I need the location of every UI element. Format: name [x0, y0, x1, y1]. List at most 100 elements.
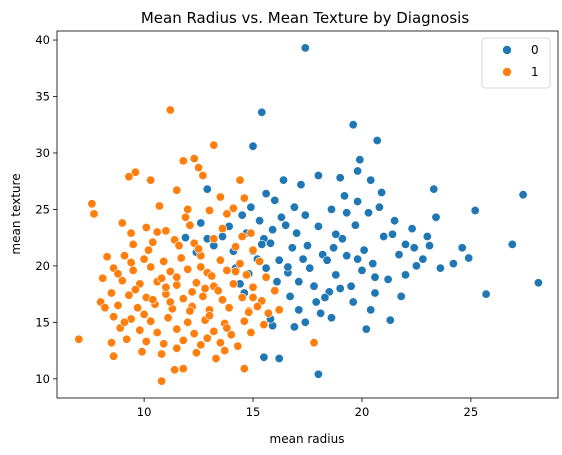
data-point-series-0	[329, 243, 339, 253]
data-point-series-1	[215, 192, 225, 202]
legend: 0 1	[481, 37, 551, 89]
data-point-series-1	[239, 193, 249, 203]
data-point-series-0	[346, 281, 356, 291]
data-point-series-1	[113, 269, 123, 279]
data-point-series-0	[481, 289, 491, 299]
data-point-series-0	[370, 272, 380, 282]
data-point-series-0	[287, 243, 297, 253]
data-point-series-1	[263, 308, 273, 318]
data-point-series-1	[191, 348, 201, 358]
data-point-series-1	[100, 303, 110, 313]
data-point-series-1	[130, 285, 140, 295]
data-point-series-1	[144, 245, 154, 255]
data-point-series-0	[372, 136, 382, 146]
data-point-series-1	[218, 295, 228, 305]
data-point-series-0	[270, 195, 280, 205]
data-point-series-0	[370, 288, 380, 298]
data-point-series-0	[448, 259, 458, 269]
data-point-series-0	[289, 202, 299, 212]
data-point-series-1	[237, 292, 247, 302]
data-point-series-1	[205, 206, 215, 216]
data-point-series-1	[135, 325, 145, 335]
data-point-series-1	[178, 294, 188, 304]
y-tick-label: 20	[35, 259, 50, 273]
data-point-series-1	[228, 279, 238, 289]
data-point-series-0	[394, 250, 404, 260]
data-point-series-0	[259, 352, 269, 362]
data-point-series-0	[272, 277, 282, 287]
data-point-series-1	[183, 264, 193, 274]
data-point-series-1	[255, 256, 265, 266]
data-point-series-0	[246, 202, 256, 212]
data-point-series-1	[161, 226, 171, 236]
data-point-series-0	[374, 202, 384, 212]
data-point-series-0	[422, 232, 432, 242]
x-axis-label: mean radius	[270, 432, 345, 446]
data-point-series-0	[359, 245, 369, 255]
data-point-series-1	[207, 271, 217, 281]
data-point-series-1	[124, 172, 134, 182]
y-axis-ticks: 10 15 20 25 30 35 40	[35, 33, 57, 386]
data-point-series-0	[305, 263, 315, 273]
data-point-series-1	[152, 227, 162, 237]
data-point-series-0	[257, 239, 267, 249]
data-point-series-1	[133, 303, 143, 313]
y-axis-label: mean texture	[9, 173, 23, 254]
data-point-series-1	[194, 163, 204, 173]
data-point-series-0	[357, 265, 367, 275]
data-point-series-1	[113, 300, 123, 310]
data-point-series-0	[274, 255, 284, 265]
data-point-series-0	[326, 313, 336, 323]
x-tick-label: 25	[464, 405, 479, 419]
data-point-series-1	[261, 272, 271, 282]
data-point-series-1	[215, 338, 225, 348]
data-point-series-0	[276, 212, 286, 222]
data-point-series-1	[252, 301, 262, 311]
x-tick-label: 20	[355, 405, 370, 419]
data-point-series-1	[172, 324, 182, 334]
data-point-series-1	[248, 292, 258, 302]
data-point-series-0	[313, 171, 323, 181]
data-point-series-1	[146, 316, 156, 326]
data-point-series-0	[202, 184, 212, 194]
data-point-series-1	[231, 242, 241, 252]
data-point-series-1	[259, 320, 269, 330]
data-point-series-1	[183, 317, 193, 327]
y-tick-label: 10	[35, 372, 50, 386]
data-point-series-0	[296, 180, 306, 190]
data-point-series-0	[470, 206, 480, 216]
data-point-series-1	[198, 171, 208, 181]
data-point-series-1	[146, 175, 156, 185]
data-point-series-1	[137, 347, 147, 357]
data-point-series-1	[157, 349, 167, 359]
legend-marker-0	[502, 45, 512, 55]
data-point-series-0	[326, 204, 336, 214]
data-point-series-0	[411, 261, 421, 271]
data-point-series-1	[161, 282, 171, 292]
data-point-series-0	[274, 353, 284, 363]
data-point-series-1	[196, 340, 206, 350]
data-point-series-1	[124, 290, 134, 300]
data-point-series-1	[228, 203, 238, 213]
data-point-series-1	[183, 204, 193, 214]
data-point-series-0	[283, 262, 293, 272]
data-point-series-1	[209, 140, 219, 150]
data-point-series-0	[298, 254, 308, 264]
y-tick-label: 40	[35, 33, 50, 47]
data-point-series-1	[130, 167, 140, 177]
data-point-series-1	[246, 327, 256, 337]
data-point-series-1	[128, 265, 138, 275]
data-point-series-1	[165, 105, 175, 115]
data-point-series-0	[390, 216, 400, 226]
data-point-series-0	[366, 305, 376, 315]
data-point-series-1	[215, 255, 225, 265]
data-point-series-1	[102, 252, 112, 262]
data-point-series-0	[320, 292, 330, 302]
data-point-series-0	[261, 189, 271, 199]
data-point-series-1	[120, 251, 130, 261]
data-point-series-0	[409, 243, 419, 253]
data-point-series-1	[165, 297, 175, 307]
data-point-series-0	[285, 291, 295, 301]
data-point-series-0	[294, 277, 304, 287]
data-point-series-1	[117, 218, 127, 228]
